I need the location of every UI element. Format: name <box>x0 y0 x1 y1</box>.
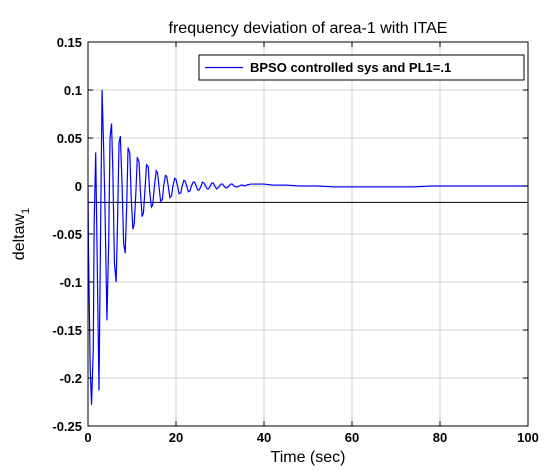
y-tick-label: -0.25 <box>52 419 82 434</box>
y-axis-label-subscript: 1 <box>20 208 32 214</box>
y-tick-label: 0.15 <box>57 35 82 50</box>
legend-box <box>198 54 525 81</box>
chart-title: frequency deviation of area-1 with ITAE <box>169 20 448 37</box>
y-tick-label: -0.1 <box>60 275 82 290</box>
x-tick-labels: 0 20 40 60 80 100 <box>84 430 538 445</box>
x-tick-label: 20 <box>169 430 183 445</box>
legend: BPSO controlled sys and PL1=.1 <box>198 54 525 81</box>
y-axis-label: deltaw1 <box>11 208 32 260</box>
x-tick-label: 0 <box>84 430 91 445</box>
y-tick-labels: 0.15 0.1 0.05 0 -0.05 -0.1 -0.15 -0.2 -0.25 <box>52 35 82 434</box>
x-tick-label: 80 <box>433 430 447 445</box>
x-tick-label: 60 <box>345 430 359 445</box>
tick-marks <box>87 41 529 427</box>
plot-area <box>88 89 528 405</box>
y-tick-label: -0.05 <box>52 227 82 242</box>
y-tick-label: 0 <box>75 179 82 194</box>
x-axis-label: Time (sec) <box>271 449 346 466</box>
legend-label: BPSO controlled sys and PL1=.1 <box>250 60 451 75</box>
y-tick-label: -0.15 <box>52 323 82 338</box>
y-axis-label-main: deltaw <box>11 213 28 260</box>
x-tick-label: 100 <box>517 430 539 445</box>
y-tick-label: -0.2 <box>60 371 82 386</box>
y-tick-label: 0.05 <box>57 131 82 146</box>
series-line <box>88 89 528 405</box>
y-tick-label: 0.1 <box>64 83 82 98</box>
x-tick-label: 40 <box>257 430 271 445</box>
